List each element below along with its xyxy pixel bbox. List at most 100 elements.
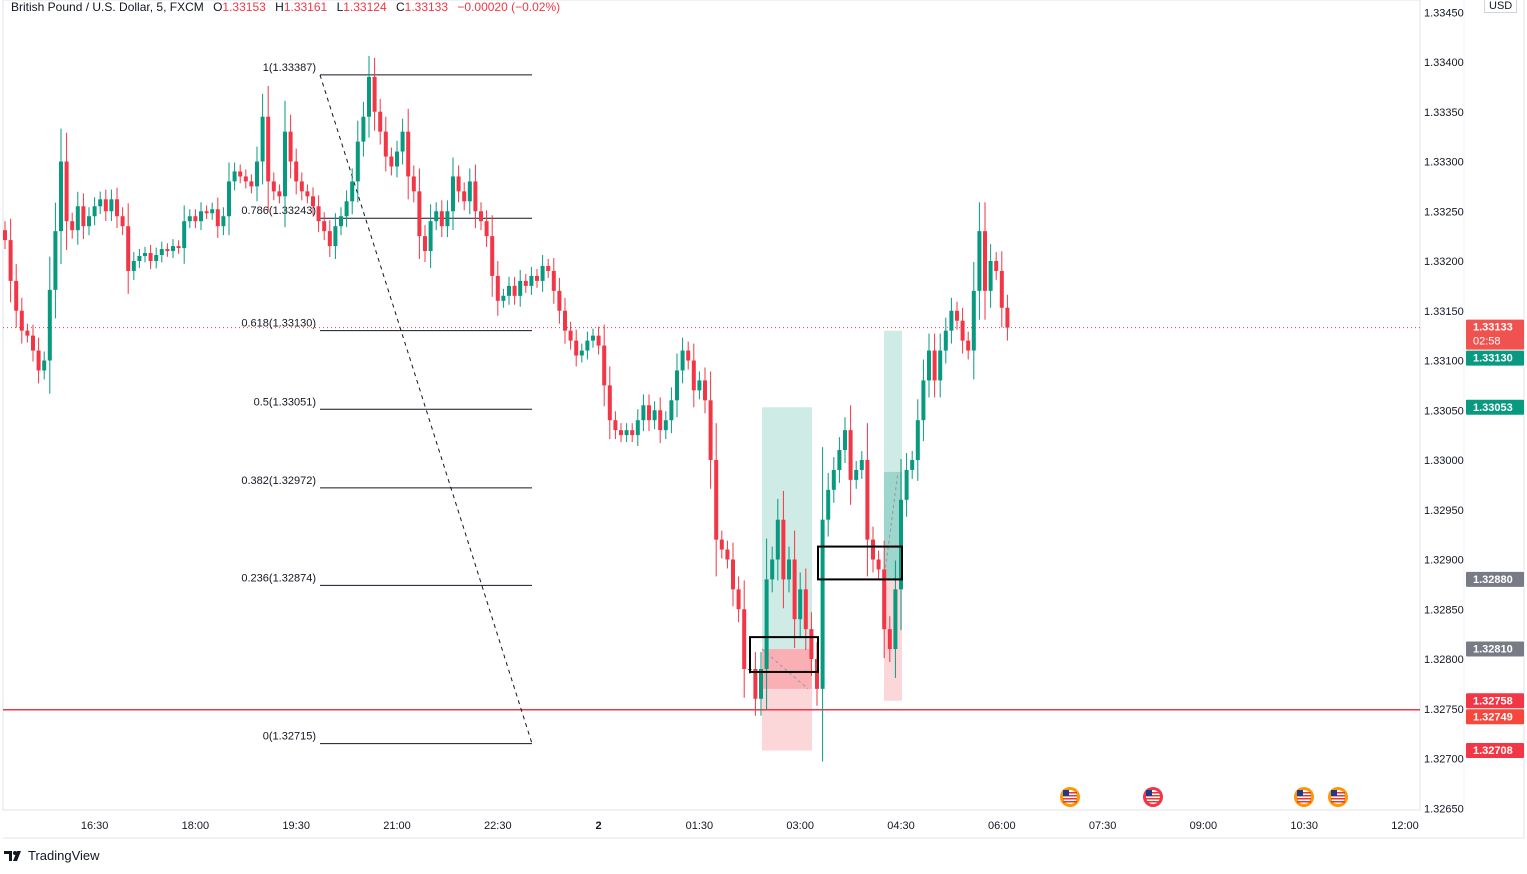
candle-body: [775, 519, 780, 560]
candle-body: [159, 249, 164, 256]
candle-body: [753, 668, 758, 699]
time-tick-label: 16:30: [81, 820, 109, 832]
candle-body: [719, 539, 724, 550]
us-flag-icon[interactable]: [1060, 787, 1080, 807]
flag-stripe: [1297, 795, 1311, 797]
candle-body: [406, 131, 411, 177]
candle-body: [563, 310, 567, 331]
candle-body: [204, 211, 209, 214]
candle-body: [255, 161, 259, 187]
candle-body: [652, 410, 657, 421]
candle-body: [361, 116, 366, 142]
candle-body: [294, 161, 299, 182]
fib-level-label: 0(1.32715): [263, 731, 316, 743]
candle-body: [887, 629, 892, 650]
price-badge: [1466, 399, 1524, 415]
candle-body: [165, 249, 170, 252]
candle-body: [423, 236, 427, 252]
symbol-title[interactable]: British Pound / U.S. Dollar, 5, FXCM: [11, 0, 204, 14]
symbol-legend: British Pound / U.S. Dollar, 5, FXCM O1.…: [11, 0, 566, 14]
candle-body: [960, 320, 965, 341]
candle-body: [899, 499, 903, 590]
candle-body: [260, 116, 265, 162]
flag-stripe: [1331, 801, 1345, 803]
price-tick-label: 1.33250: [1424, 206, 1464, 218]
price-badge: [1466, 709, 1524, 725]
candle-body: [994, 261, 999, 271]
price-tick-label: 1.33150: [1424, 306, 1464, 318]
time-tick-label: 21:00: [383, 820, 411, 832]
price-badge-label: 1.32749: [1473, 711, 1513, 723]
flag-canton: [1331, 790, 1337, 796]
price-badge: [1466, 350, 1524, 366]
change-value: −0.00020 (−0.02%): [457, 0, 561, 14]
time-tick-label: 12:00: [1391, 820, 1419, 832]
candle-body: [854, 469, 859, 480]
flag-stripe: [1331, 792, 1345, 794]
brand-name: TradingView: [28, 848, 100, 863]
chart-pane-border: [2, 0, 1421, 811]
candle-body: [182, 221, 187, 249]
us-flag-icon[interactable]: [1143, 787, 1163, 807]
candle-body: [434, 211, 439, 222]
candle-body: [333, 226, 338, 247]
candle-body: [31, 335, 35, 351]
candle-body: [120, 216, 125, 227]
candle-body: [103, 199, 108, 212]
candle-body: [126, 226, 131, 271]
flag-stripe: [1063, 801, 1077, 803]
fib-level-label: 0.786(1.33243): [241, 205, 316, 217]
close-label: C: [395, 0, 405, 14]
flag-canton: [1297, 790, 1303, 796]
price-tick-label: 1.33050: [1424, 405, 1464, 417]
price-tick-label: 1.32750: [1424, 704, 1464, 716]
candle-body: [641, 405, 646, 421]
candle-body: [792, 559, 797, 620]
candle-body: [199, 211, 203, 222]
candle-body: [378, 111, 383, 132]
position-loss-fill: [762, 649, 812, 689]
candle-body: [938, 350, 943, 381]
candle-body: [266, 116, 271, 182]
candle-body: [904, 469, 909, 500]
price-badge-label: 1.33130: [1473, 353, 1513, 365]
tradingview-logo[interactable]: TradingView: [4, 848, 100, 863]
us-flag-icon[interactable]: [1328, 787, 1348, 807]
flag-stripe: [1297, 792, 1311, 794]
candle-body: [143, 253, 147, 257]
candle-body: [490, 236, 495, 276]
candle-body: [1005, 307, 1010, 328]
candle-body: [47, 289, 52, 361]
candle-body: [686, 350, 691, 361]
candle-body: [428, 221, 433, 252]
position-target-zone: [884, 330, 902, 580]
candle-body: [344, 201, 349, 217]
price-tick-label: 1.33350: [1424, 107, 1464, 119]
candle-body: [708, 400, 713, 460]
candle-body: [915, 420, 920, 460]
fib-level-label: 0.236(1.32874): [241, 572, 316, 584]
time-tick-label: 04:30: [887, 820, 915, 832]
candle-body: [350, 181, 355, 202]
price-tick-label: 1.32650: [1424, 803, 1464, 815]
rectangle-drawing: [817, 545, 903, 581]
candle-body: [988, 261, 993, 291]
flag-stripe: [1063, 798, 1077, 800]
candle-body: [389, 156, 394, 167]
candle-body: [176, 246, 181, 249]
candle-body: [154, 255, 159, 261]
price-badge: [1466, 743, 1524, 759]
price-tick-label: 1.33000: [1424, 455, 1464, 467]
candle-body: [19, 310, 24, 331]
candle-body: [518, 280, 523, 296]
us-flag-icon[interactable]: [1294, 787, 1314, 807]
currency-button[interactable]: USD: [1484, 0, 1518, 13]
candle-body: [557, 290, 562, 311]
candle-body: [64, 161, 69, 222]
candle-body: [221, 216, 226, 227]
candle-body: [395, 151, 399, 167]
candle-body: [647, 405, 651, 421]
price-tick-label: 1.32950: [1424, 505, 1464, 517]
candle-body: [479, 211, 483, 222]
